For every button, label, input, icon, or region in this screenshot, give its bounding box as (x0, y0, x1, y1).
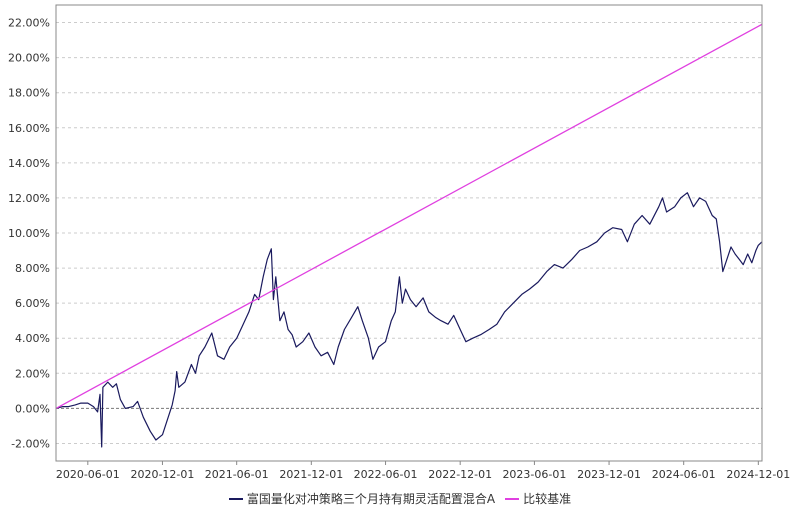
y-tick-label: 2.00% (15, 367, 50, 380)
x-tick-label: 2020-06-01 (56, 468, 120, 481)
legend-item-benchmark: 比较基准 (505, 490, 571, 507)
series-line-fund (55, 192, 763, 448)
legend-swatch-benchmark (505, 497, 520, 500)
x-tick-label: 2022-06-01 (354, 468, 418, 481)
legend-label-fund: 富国量化对冲策略三个月持有期灵活配置混合A (246, 492, 496, 506)
x-tick-label: 2021-12-01 (279, 468, 343, 481)
y-tick-label: 12.00% (8, 192, 50, 205)
series-lines (55, 23, 763, 448)
y-tick-label: 0.00% (15, 402, 50, 415)
x-tick-label: 2020-12-01 (130, 468, 194, 481)
y-tick-label: 22.00% (8, 17, 50, 30)
y-axis: -2.00% 0.00% 2.00% 4.00% 6.00% 8.00% 10.00% 12.… (8, 17, 50, 451)
x-tick-label: 2021-06-01 (205, 468, 269, 481)
legend-swatch-fund (228, 497, 243, 500)
x-tick-label: 2022-12-01 (428, 468, 492, 481)
x-axis: 2020-06-01 2020-12-01 2021-06-01 2021-12-01… (56, 461, 790, 481)
y-tick-label: 16.00% (8, 122, 50, 135)
y-tick-label: 20.00% (8, 52, 50, 65)
series-line-benchmark (55, 23, 763, 409)
legend-label-benchmark: 比较基准 (523, 492, 572, 506)
legend-item-fund: 富国量化对冲策略三个月持有期灵活配置混合A (228, 490, 496, 507)
legend: 富国量化对冲策略三个月持有期灵活配置混合A 比较基准 (0, 490, 800, 507)
y-tick-label: 14.00% (8, 157, 50, 170)
grid-lines (56, 22, 762, 444)
y-tick-label: 4.00% (15, 332, 50, 345)
x-tick-label: 2023-12-01 (577, 468, 641, 481)
y-tick-label: 18.00% (8, 87, 50, 100)
y-tick-label: 6.00% (15, 297, 50, 310)
y-tick-label: 8.00% (15, 262, 50, 275)
plot-frame (55, 4, 763, 462)
x-tick-label: 2024-12-01 (726, 468, 790, 481)
y-tick-label: -2.00% (11, 437, 50, 450)
x-tick-label: 2023-06-01 (502, 468, 566, 481)
y-tick-label: 10.00% (8, 227, 50, 240)
x-tick-label: 2024-06-01 (652, 468, 716, 481)
